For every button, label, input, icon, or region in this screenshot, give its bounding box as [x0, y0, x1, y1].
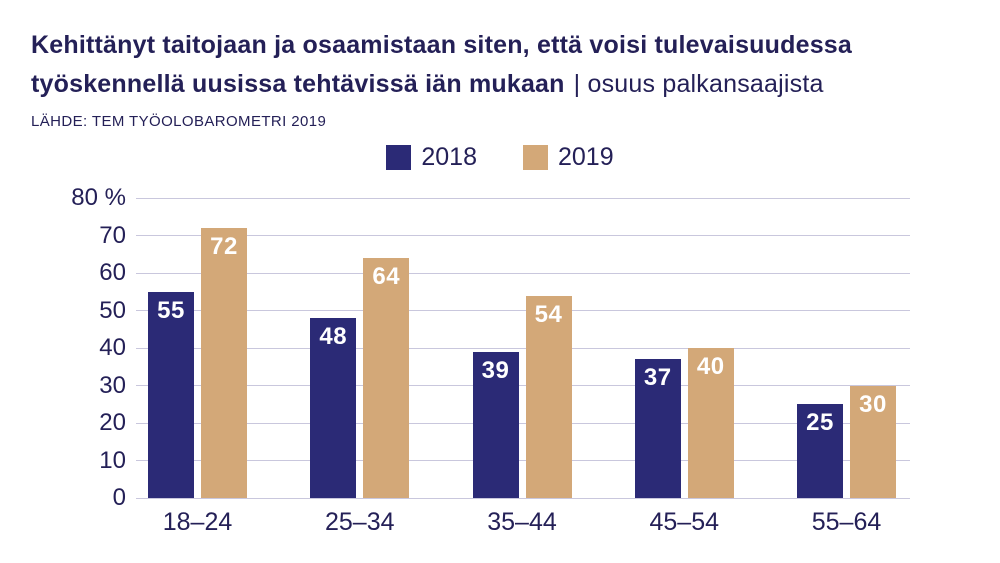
- y-axis-tick-label: 0: [112, 484, 126, 511]
- bar-value-label: 64: [372, 263, 401, 290]
- gridline: [136, 272, 910, 274]
- y-axis-tick-label: 80 %: [71, 184, 126, 211]
- y-axis-tick-label: 40: [99, 334, 126, 361]
- grid-row-40: 40: [58, 333, 910, 363]
- title-regular-suffix: | osuus palkansaajista: [573, 70, 824, 98]
- legend-item-2019: 2019: [523, 143, 614, 172]
- bar-value-label: 39: [481, 356, 510, 384]
- grid-row-20: 20: [58, 408, 910, 438]
- x-axis-category-label: 55–64: [811, 508, 882, 536]
- gridline: [136, 235, 910, 236]
- bar-value-label: 48: [319, 323, 348, 350]
- bar-value-label: 25: [806, 409, 834, 437]
- bar-2018-55–64: 25: [797, 404, 843, 498]
- legend-swatch-2018: [386, 145, 412, 170]
- grid-row-30: 30: [58, 371, 910, 401]
- bar-value-label: 72: [210, 233, 238, 260]
- bar-value-label: 55: [157, 296, 185, 324]
- chart-legend: 2018 2019: [0, 143, 1000, 172]
- bar-2019-55–64: 30: [850, 385, 896, 498]
- bar-2019-35–44: 54: [525, 295, 572, 498]
- chart-source: LÄHDE: TEM TYÖOLOBAROMETRI 2019: [31, 113, 327, 130]
- gridline: [136, 460, 910, 461]
- y-axis-tick-label: 30: [99, 371, 126, 399]
- gridline: [136, 310, 910, 311]
- x-axis-category-label: 35–44: [487, 508, 557, 536]
- bar-2018-18–24: 55: [148, 291, 194, 498]
- bar-2019-18–24: 72: [201, 228, 247, 498]
- grid-row-0: 0: [58, 483, 910, 513]
- gridline: [136, 497, 910, 499]
- title-bold-line2: työskennellä uusissa tehtävissä iän muka…: [31, 70, 565, 98]
- x-axis-category-label: 18–24: [162, 508, 233, 536]
- bar-2018-35–44: 39: [472, 351, 519, 498]
- gridline: [136, 347, 910, 349]
- bar-value-label: 37: [643, 364, 672, 392]
- legend-swatch-2019: [523, 145, 548, 170]
- y-axis-tick-label: 10: [99, 446, 126, 474]
- grid-row-60: 60: [58, 258, 910, 288]
- bar-2019-45–54: 40: [687, 348, 734, 498]
- legend-label-2019: 2019: [558, 143, 614, 171]
- y-axis-tick-label: 60: [99, 259, 126, 286]
- bar-2018-45–54: 37: [634, 359, 681, 498]
- grid-row-50: 50: [58, 296, 910, 326]
- x-axis-category-label: 45–54: [649, 508, 720, 536]
- gridline: [136, 385, 910, 386]
- legend-item-2018: 2018: [386, 143, 477, 172]
- grid-row-70: 70: [58, 221, 910, 251]
- y-axis-tick-label: 50: [99, 296, 126, 324]
- bar-2019-25–34: 64: [363, 258, 410, 498]
- bar-value-label: 30: [859, 390, 887, 418]
- grid-row-10: 10: [58, 446, 910, 476]
- grid-row-80: 80 %: [58, 183, 910, 213]
- y-axis-tick-label: 70: [99, 221, 126, 249]
- gridline: [136, 197, 910, 199]
- x-axis-category-label: 25–34: [324, 508, 395, 536]
- bar-value-label: 54: [534, 300, 563, 328]
- y-axis-tick-label: 20: [99, 409, 126, 436]
- chart-header: Kehittänyt taitojaan ja osaamistaan site…: [31, 26, 981, 130]
- bar-value-label: 40: [696, 353, 725, 380]
- title-bold-line1: Kehittänyt taitojaan ja osaamistaan site…: [31, 31, 853, 59]
- bar-2018-25–34: 48: [310, 318, 357, 498]
- page-title: Kehittänyt taitojaan ja osaamistaan site…: [31, 26, 981, 104]
- gridline: [136, 422, 910, 424]
- legend-label-2018: 2018: [421, 143, 477, 171]
